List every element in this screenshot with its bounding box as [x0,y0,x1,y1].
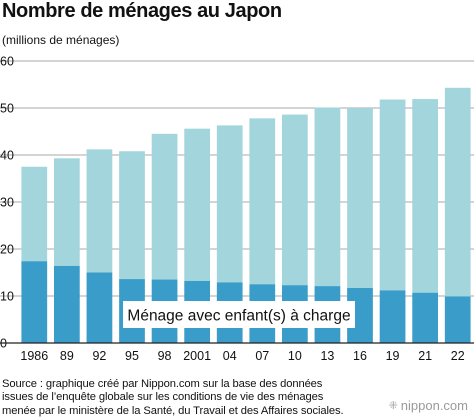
source-line: Source : graphique créé par Nippon.com s… [2,378,323,390]
bar-lower-segment [86,272,113,343]
source-line: issues de l’enquête globale sur les cond… [2,391,324,404]
bar-lower-segment [21,261,48,343]
x-tick-label: 16 [353,349,367,363]
x-tick-label: 19 [386,349,400,363]
bar-upper-segment [151,133,178,280]
x-tick-label: 21 [418,349,432,363]
source-line: menée par le ministère de la Santé, du T… [2,404,344,417]
bar-upper-segment [347,108,373,289]
bar-upper-segment [281,114,308,286]
x-tick-label: 13 [320,349,334,363]
x-tick-label: 92 [92,349,106,363]
bars [21,87,471,343]
bar-upper-segment [184,128,211,281]
y-axis-ticks: 0102030405060 [0,55,14,351]
x-tick-label: 22 [451,349,465,363]
y-tick-label: 60 [0,55,14,69]
bar-upper-segment [86,149,113,273]
x-tick-label: 89 [60,349,74,363]
nippon-logo: ⁜ nippon.com [389,398,468,413]
bar-lower-segment [379,290,406,343]
x-tick-label: 10 [288,349,302,363]
bar-upper-segment [21,166,48,262]
y-axis-unit-label: (millions de ménages) [2,33,120,47]
bar-lower-segment [412,292,439,343]
logo-text: nippon.com [400,398,468,413]
bar-lower-segment [444,296,471,343]
x-tick-label: 07 [255,349,269,363]
x-tick-label: 1986 [20,349,48,363]
y-tick-label: 20 [0,243,14,257]
bar-upper-segment [53,158,80,266]
y-tick-label: 30 [0,196,14,210]
bar-upper-segment [444,87,471,297]
bar-upper-segment [412,99,439,293]
bar-upper-segment [314,107,341,287]
annotation-box [123,301,355,328]
source-note: Source : graphique créé par Nippon.com s… [2,378,402,418]
bar-upper-segment [249,118,276,285]
logo-icon: ⁜ [388,400,398,412]
chart-title: Nombre de ménages au Japon [2,0,282,22]
bar-upper-segment [119,151,145,280]
series-annotation: Ménage avec enfant(s) à charge [123,301,355,328]
bar-upper-segment [216,125,243,283]
x-tick-label: 98 [158,349,172,363]
y-tick-label: 40 [0,149,14,163]
bar-lower-segment [53,265,80,343]
annotation-text: Ménage avec enfant(s) à charge [127,308,350,325]
x-tick-label: 95 [125,349,139,363]
x-tick-label: 2001 [183,349,211,363]
x-tick-label: 04 [223,349,237,363]
bar-upper-segment [379,99,406,291]
y-tick-label: 50 [0,102,14,116]
x-axis-ticks: 1986 89 92 95 98 2001 04 07 10 13 16 19 21 22 [20,349,464,363]
y-tick-label: 10 [0,290,14,304]
